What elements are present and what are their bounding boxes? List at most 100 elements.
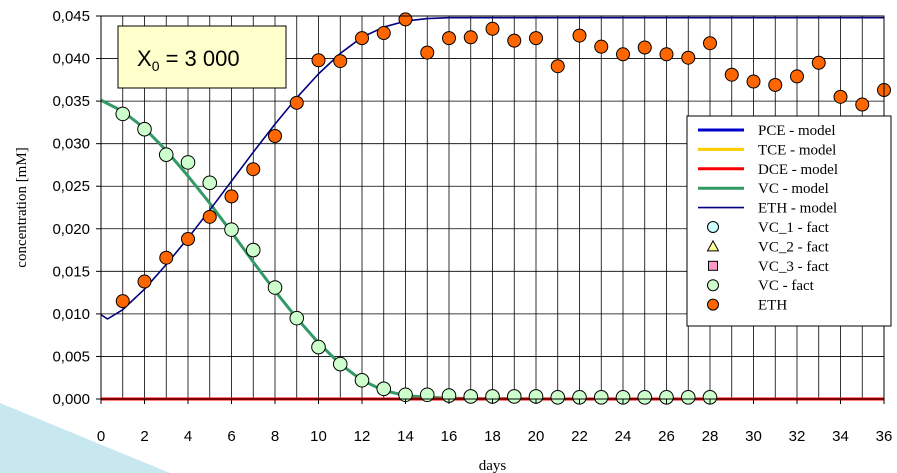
data-point-vc-fact: [180, 155, 196, 170]
data-point-eth: [333, 54, 348, 69]
annotation-box: X0 = 3 000: [117, 25, 287, 89]
data-point-eth: [550, 59, 565, 74]
y-tick-label: 0,045: [52, 8, 90, 25]
x-tick-label: 32: [789, 428, 806, 445]
legend-label-vc-2-fact: VC_2 - fact: [758, 239, 830, 255]
x-tick-label: 0: [97, 428, 105, 445]
legend-label-pce-model: PCE - model: [758, 123, 836, 139]
data-point-vc-fact: [419, 387, 435, 403]
legend-swatch-eth: [707, 298, 719, 311]
data-point-vc-fact: [463, 389, 479, 404]
data-point-vc-fact: [550, 389, 566, 405]
data-point-eth: [311, 53, 326, 68]
y-axis-ticks: 0,000 0,005 0,010 0,015 0,020 0,025 0,030 0,035…: [52, 8, 101, 408]
y-tick-label: 0,010: [52, 306, 90, 323]
data-point-eth: [724, 67, 739, 82]
data-point-eth: [572, 28, 587, 43]
x-tick-label: 14: [397, 428, 414, 445]
data-point-vc-fact: [332, 356, 348, 372]
x-tick-label: 6: [227, 428, 235, 445]
data-point-vc-fact: [137, 121, 152, 137]
x-tick-label: 24: [615, 428, 632, 445]
data-point-vc-fact: [572, 389, 587, 405]
x-tick-label: 8: [271, 428, 279, 445]
legend-label-vc-3-fact: VC_3 - fact: [758, 259, 830, 275]
data-point-eth: [659, 47, 674, 62]
data-point-eth: [115, 294, 130, 309]
data-point-vc-fact: [659, 389, 674, 405]
data-point-eth: [355, 31, 369, 46]
annotation-text: X0 = 3 000: [137, 46, 240, 74]
data-point-vc-fact: [637, 389, 653, 405]
data-point-eth: [833, 89, 848, 104]
x-tick-label: 30: [745, 428, 762, 445]
legend-label-vc-model: VC - model: [758, 181, 829, 197]
data-point-eth: [268, 129, 282, 144]
legend-label-eth: ETH: [758, 298, 787, 314]
series-line-eth-model: [100, 16, 884, 320]
data-point-vc-fact: [158, 147, 174, 163]
y-tick-label: 0,015: [52, 263, 90, 280]
legend-swatch-vc-3-fact: [708, 260, 718, 271]
data-point-eth: [376, 26, 391, 41]
y-tick-label: 0,025: [52, 178, 90, 195]
legend-label-vc-fact: VC - fact: [758, 278, 815, 294]
data-point-eth: [616, 47, 630, 62]
legend-swatch-vc-fact: [707, 279, 719, 292]
decorative-background-triangle: [0, 403, 170, 473]
data-point-vc-fact: [224, 222, 239, 237]
data-point-eth: [746, 74, 761, 89]
series-markers: [115, 12, 891, 405]
legend-swatch-vc-1-fact: [707, 221, 719, 233]
data-point-vc-fact: [267, 280, 283, 295]
data-point-eth: [855, 97, 870, 112]
legend-label-vc-1-fact: VC_1 - fact: [758, 220, 830, 236]
x-axis-label: days: [479, 458, 507, 473]
x-axis-ticks: 0 2 4 6 8 10 12 14 16 18 20 22 24 26 28 30 32 34 36: [97, 399, 892, 445]
data-point-vc-fact: [593, 389, 609, 405]
data-point-vc-fact: [506, 389, 522, 404]
y-tick-label: 0,035: [52, 93, 90, 110]
data-point-vc-fact: [311, 339, 326, 355]
x-tick-label: 34: [832, 428, 849, 445]
data-point-vc-fact: [680, 389, 696, 405]
y-tick-label: 0,005: [52, 348, 90, 365]
legend: PCE - model TCE - model DCE - model VC - mo…: [686, 115, 892, 327]
data-point-eth: [485, 21, 500, 36]
data-point-vc-fact: [702, 389, 718, 405]
y-tick-label: 0,020: [52, 221, 90, 238]
y-tick-label: 0,040: [52, 51, 90, 68]
data-point-eth: [202, 209, 217, 224]
data-point-eth: [703, 36, 717, 51]
data-point-eth: [224, 189, 239, 204]
data-point-eth: [790, 69, 804, 84]
x-tick-label: 20: [528, 428, 545, 445]
legend-swatch-vc-2-fact: [706, 239, 720, 252]
data-point-vc-fact: [289, 310, 305, 326]
data-point-eth: [463, 30, 478, 45]
legend-label-eth-model: ETH - model: [758, 201, 837, 217]
data-point-eth: [811, 55, 826, 70]
y-axis-label: concentration [mM]: [14, 147, 30, 267]
x-tick-label: 28: [702, 428, 719, 445]
x-tick-label: 4: [184, 428, 192, 445]
data-point-eth: [246, 162, 261, 177]
x-tick-label: 12: [354, 428, 371, 445]
data-point-eth: [637, 40, 652, 55]
data-point-eth: [289, 95, 304, 110]
x-tick-label: 2: [140, 428, 148, 445]
data-point-eth: [181, 231, 195, 246]
data-point-vc-fact: [115, 106, 131, 122]
y-tick-label: 0,030: [52, 136, 90, 153]
data-point-eth: [442, 31, 456, 46]
x-tick-label: 22: [571, 428, 588, 445]
data-point-eth: [159, 250, 174, 265]
data-point-vc-fact: [615, 389, 631, 405]
x-tick-label: 10: [310, 428, 327, 445]
data-point-eth: [768, 77, 783, 92]
data-point-vc-fact: [245, 242, 261, 258]
x-tick-label: 26: [658, 428, 675, 445]
legend-label-dce-model: DCE - model: [758, 162, 838, 178]
data-point-eth: [681, 50, 696, 65]
